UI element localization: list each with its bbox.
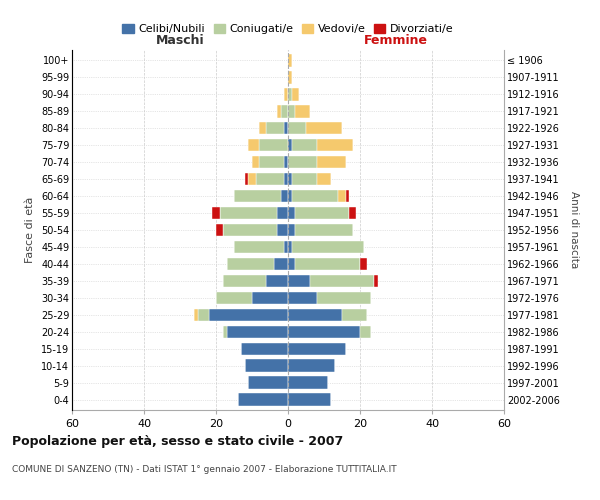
Bar [295, 206, 349, 220]
Bar [374, 274, 378, 287]
Bar [227, 258, 274, 270]
Bar [212, 206, 220, 220]
Bar [288, 88, 292, 101]
Bar [284, 240, 288, 254]
Legend: Celibi/Nubili, Coniugati/e, Vedovi/e, Divorziati/e: Celibi/Nubili, Coniugati/e, Vedovi/e, Di… [118, 20, 458, 39]
Bar [277, 224, 288, 236]
Bar [342, 308, 367, 322]
Bar [295, 224, 353, 236]
Bar [288, 172, 292, 186]
Bar [281, 190, 288, 202]
Text: Popolazione per età, sesso e stato civile - 2007: Popolazione per età, sesso e stato civil… [12, 435, 343, 448]
Bar [317, 156, 346, 168]
Bar [295, 105, 310, 118]
Bar [259, 156, 284, 168]
Bar [281, 105, 288, 118]
Bar [284, 88, 288, 101]
Bar [317, 292, 371, 304]
Bar [252, 292, 288, 304]
Bar [259, 138, 288, 151]
Bar [360, 326, 371, 338]
Text: COMUNE DI SANZENO (TN) - Dati ISTAT 1° gennaio 2007 - Elaborazione TUTTITALIA.IT: COMUNE DI SANZENO (TN) - Dati ISTAT 1° g… [12, 465, 397, 474]
Bar [234, 190, 281, 202]
Bar [256, 172, 284, 186]
Bar [245, 360, 288, 372]
Bar [292, 138, 317, 151]
Bar [223, 224, 277, 236]
Bar [216, 292, 252, 304]
Bar [234, 240, 284, 254]
Bar [248, 138, 259, 151]
Bar [288, 224, 295, 236]
Bar [288, 394, 331, 406]
Bar [274, 258, 288, 270]
Bar [292, 88, 299, 101]
Bar [288, 206, 295, 220]
Bar [227, 326, 288, 338]
Bar [292, 240, 364, 254]
Bar [288, 274, 310, 287]
Bar [295, 258, 360, 270]
Bar [223, 274, 266, 287]
Bar [248, 376, 288, 389]
Bar [223, 326, 227, 338]
Bar [288, 190, 292, 202]
Bar [266, 122, 284, 134]
Bar [288, 54, 292, 66]
Bar [288, 71, 292, 84]
Bar [248, 172, 256, 186]
Text: Maschi: Maschi [155, 34, 205, 48]
Bar [288, 376, 328, 389]
Bar [349, 206, 356, 220]
Bar [288, 342, 346, 355]
Bar [292, 172, 317, 186]
Bar [198, 308, 209, 322]
Bar [317, 172, 331, 186]
Bar [338, 190, 346, 202]
Bar [284, 172, 288, 186]
Y-axis label: Anni di nascita: Anni di nascita [569, 192, 579, 268]
Text: Femmine: Femmine [364, 34, 428, 48]
Bar [238, 394, 288, 406]
Bar [194, 308, 198, 322]
Bar [317, 138, 353, 151]
Bar [288, 122, 306, 134]
Bar [288, 258, 295, 270]
Bar [259, 122, 266, 134]
Bar [288, 156, 317, 168]
Bar [360, 258, 367, 270]
Bar [288, 240, 292, 254]
Bar [216, 224, 223, 236]
Bar [284, 156, 288, 168]
Bar [288, 138, 292, 151]
Bar [288, 326, 360, 338]
Bar [277, 206, 288, 220]
Y-axis label: Fasce di età: Fasce di età [25, 197, 35, 263]
Bar [266, 274, 288, 287]
Bar [346, 190, 349, 202]
Bar [209, 308, 288, 322]
Bar [288, 105, 295, 118]
Bar [292, 190, 338, 202]
Bar [288, 292, 317, 304]
Bar [245, 172, 248, 186]
Bar [310, 274, 374, 287]
Bar [277, 105, 281, 118]
Bar [306, 122, 342, 134]
Bar [241, 342, 288, 355]
Bar [284, 122, 288, 134]
Bar [288, 308, 342, 322]
Bar [252, 156, 259, 168]
Bar [288, 360, 335, 372]
Bar [220, 206, 277, 220]
